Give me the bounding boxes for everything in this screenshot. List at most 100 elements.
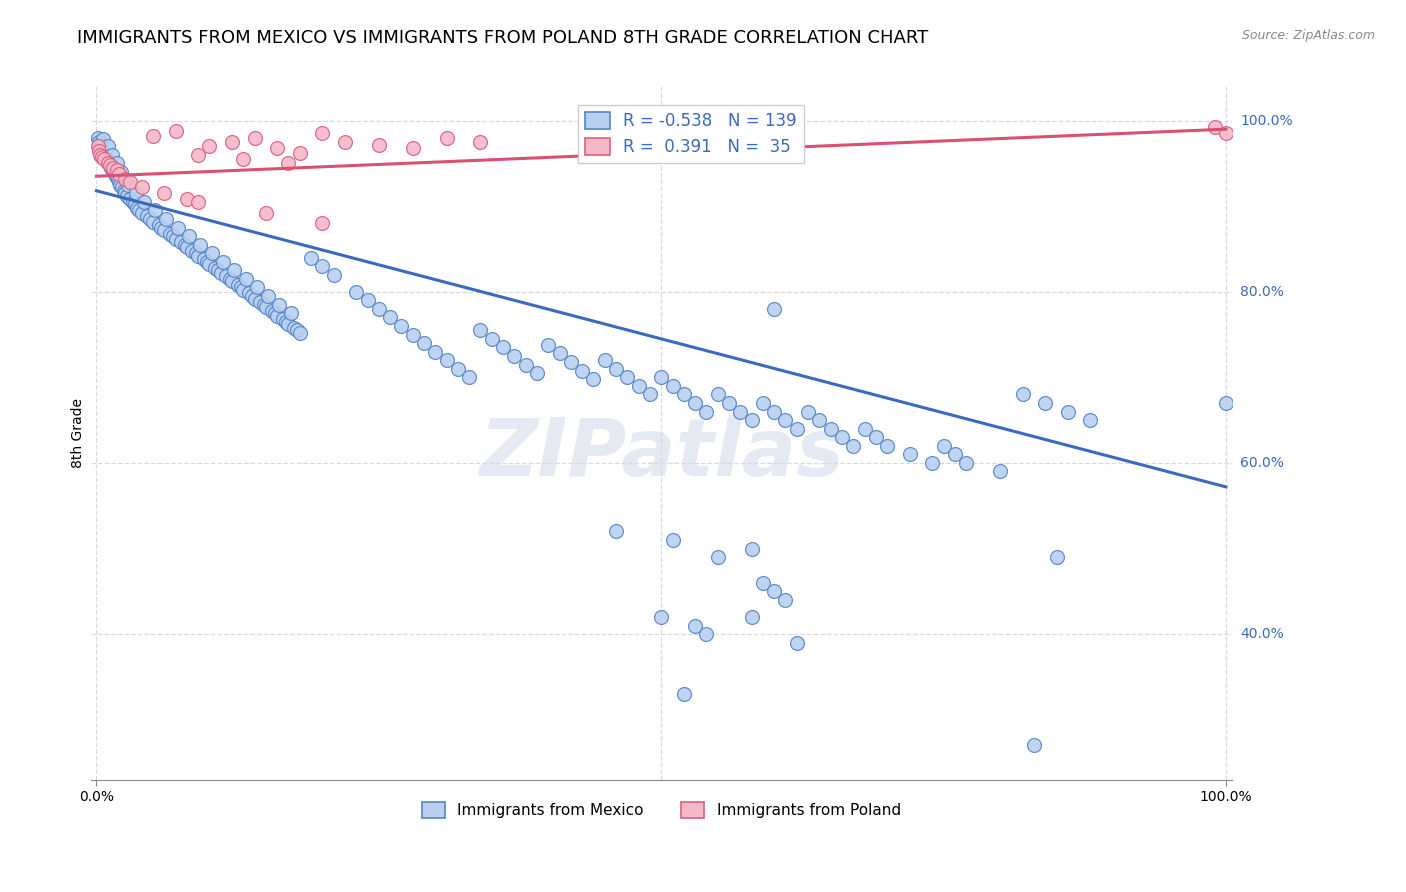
Point xyxy=(108,175,131,189)
Point xyxy=(108,167,131,181)
Point xyxy=(571,363,593,377)
Point xyxy=(470,323,492,337)
Point xyxy=(89,137,111,152)
Point xyxy=(155,212,177,227)
Point xyxy=(136,210,159,224)
Point xyxy=(229,280,252,294)
Point xyxy=(93,146,115,161)
Point xyxy=(215,269,238,284)
Point xyxy=(955,456,977,470)
Point xyxy=(97,154,120,169)
Point xyxy=(187,148,209,162)
Point xyxy=(238,286,260,301)
Point xyxy=(515,358,537,372)
Point xyxy=(89,148,111,162)
Point xyxy=(165,232,187,246)
Point xyxy=(159,227,181,241)
Point xyxy=(170,235,193,249)
Point xyxy=(221,135,243,149)
Point xyxy=(741,541,763,556)
Point xyxy=(503,349,526,363)
Point xyxy=(86,139,108,153)
Point xyxy=(91,132,114,146)
Point xyxy=(142,214,165,228)
Point xyxy=(763,584,786,599)
Point xyxy=(582,372,605,386)
Point xyxy=(254,206,277,220)
Point xyxy=(425,344,447,359)
Point xyxy=(763,301,786,316)
Point xyxy=(537,338,560,352)
Point xyxy=(98,158,121,172)
Point xyxy=(1045,550,1067,565)
Point xyxy=(232,152,254,166)
Text: 60.0%: 60.0% xyxy=(1240,456,1284,470)
Point xyxy=(560,355,582,369)
Point xyxy=(103,163,125,178)
Point xyxy=(683,396,706,410)
Point xyxy=(695,627,717,641)
Point xyxy=(1033,396,1056,410)
Point xyxy=(1215,127,1237,141)
Point xyxy=(344,285,367,299)
Point xyxy=(831,430,853,444)
Text: IMMIGRANTS FROM MEXICO VS IMMIGRANTS FROM POLAND 8TH GRADE CORRELATION CHART: IMMIGRANTS FROM MEXICO VS IMMIGRANTS FRO… xyxy=(77,29,928,47)
Point xyxy=(112,184,135,198)
Point xyxy=(207,263,229,277)
Point xyxy=(108,178,131,192)
Point xyxy=(548,346,571,360)
Point xyxy=(131,206,153,220)
Point xyxy=(650,370,672,384)
Point xyxy=(132,194,155,209)
Point xyxy=(277,318,299,332)
Point xyxy=(232,283,254,297)
Point xyxy=(105,163,128,178)
Point xyxy=(1080,413,1102,427)
Point xyxy=(786,422,808,436)
Point xyxy=(763,404,786,418)
Point xyxy=(706,387,728,401)
Point xyxy=(752,396,775,410)
Point xyxy=(249,295,271,310)
Point xyxy=(187,249,209,263)
Point xyxy=(124,197,146,211)
Point xyxy=(204,260,226,275)
Y-axis label: 8th Grade: 8th Grade xyxy=(72,398,86,468)
Point xyxy=(104,169,127,184)
Point xyxy=(752,575,775,590)
Point xyxy=(436,130,458,145)
Point xyxy=(1011,387,1033,401)
Point xyxy=(741,610,763,624)
Point xyxy=(943,447,966,461)
Point xyxy=(367,137,389,152)
Point xyxy=(240,289,263,303)
Point xyxy=(198,139,221,153)
Point xyxy=(311,127,333,141)
Point xyxy=(266,309,288,323)
Point xyxy=(605,361,627,376)
Point xyxy=(110,165,132,179)
Point xyxy=(820,422,842,436)
Point xyxy=(311,259,333,273)
Point xyxy=(143,203,166,218)
Point xyxy=(775,593,797,607)
Point xyxy=(93,152,115,166)
Point xyxy=(153,186,176,201)
Point xyxy=(322,268,344,282)
Point xyxy=(526,366,548,380)
Point xyxy=(288,326,311,340)
Point xyxy=(280,306,302,320)
Point xyxy=(120,175,142,189)
Point xyxy=(898,447,921,461)
Point xyxy=(260,303,283,318)
Point xyxy=(86,130,108,145)
Point xyxy=(125,186,148,201)
Point xyxy=(201,246,224,260)
Point xyxy=(103,161,125,175)
Point xyxy=(252,297,274,311)
Point xyxy=(138,212,160,227)
Point xyxy=(616,370,638,384)
Point xyxy=(1022,739,1045,753)
Point xyxy=(97,139,120,153)
Point xyxy=(105,156,128,170)
